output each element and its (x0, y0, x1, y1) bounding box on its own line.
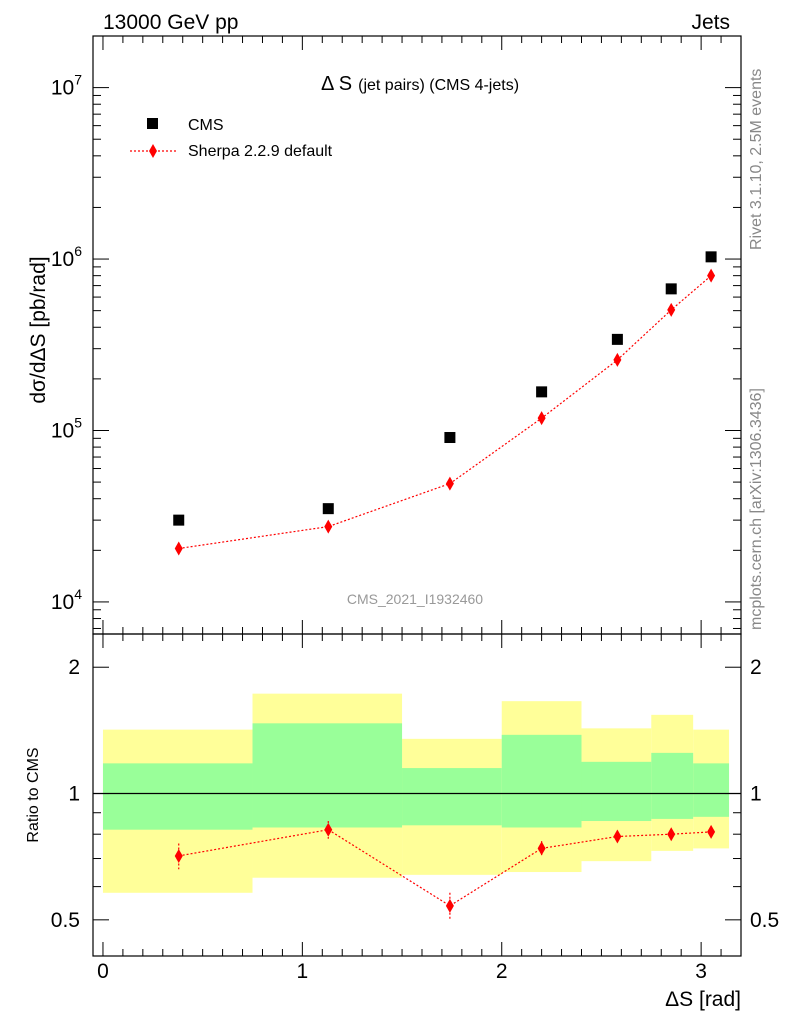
main-y-tick-label: 106 (51, 243, 82, 271)
sherpa-point (445, 476, 454, 491)
mcplots-label: mcplots.cern.ch [arXiv:1306.3436] (748, 388, 765, 630)
ratio-y-tick-label-right: 0.5 (750, 909, 779, 932)
tick-exponent: 4 (74, 586, 82, 602)
tick-mantissa: 10 (51, 591, 74, 614)
tick-exponent: 5 (74, 414, 82, 430)
main-plot-marks (173, 251, 717, 556)
ratio-sherpa-point (174, 848, 183, 863)
x-tick-label: 3 (695, 960, 707, 983)
analysis-watermark: CMS_2021_I1932460 (347, 591, 483, 607)
uncertainty-band-inner (581, 761, 652, 822)
ratio-sherpa-point (707, 824, 716, 839)
ratio-y-tick-label-left: 0.5 (51, 909, 80, 932)
ratio-y-tick-label-left: 2 (68, 656, 80, 679)
legend-cms-marker (147, 118, 158, 129)
cms-point (173, 514, 185, 526)
legend-cms-label: CMS (188, 117, 224, 134)
header-energy: 13000 GeV pp (103, 11, 238, 34)
ratio-y-tick-label-left: 1 (68, 783, 80, 806)
legend: CMS Sherpa 2.2.9 default (130, 117, 333, 160)
ratio-sherpa-point (324, 822, 333, 837)
cms-point (322, 503, 334, 515)
x-tick-label: 1 (297, 960, 309, 983)
plot-title: Δ S (jet pairs) (CMS 4-jets) (321, 73, 519, 95)
ratio-sherpa-point (613, 829, 622, 844)
tick-exponent: 6 (74, 243, 82, 259)
legend-sherpa-label: Sherpa 2.2.9 default (188, 143, 333, 160)
sherpa-point (174, 541, 183, 556)
ratio-frame (92, 633, 742, 957)
ratio-y-tick-label-right: 2 (750, 656, 762, 679)
uncertainty-band-inner (501, 734, 582, 828)
header-process: Jets (691, 11, 730, 34)
main-axis-ticks (93, 35, 741, 634)
uncertainty-band-inner (402, 768, 502, 826)
ratio-plot-marks (93, 693, 741, 920)
x-axis-label: ΔS [rad] (665, 988, 741, 1011)
sherpa-line (178, 275, 712, 550)
uncertainty-band-inner (252, 723, 403, 828)
uncertainty-band-inner (102, 763, 253, 830)
cms-point (705, 251, 717, 263)
uncertainty-band-inner (693, 763, 730, 817)
tick-mantissa: 10 (51, 77, 74, 100)
cms-point (611, 333, 623, 345)
tick-mantissa: 10 (51, 248, 74, 271)
sherpa-point (613, 352, 622, 367)
tick-mantissa: 10 (51, 419, 74, 442)
ratio-tick-labels: 0.5 0.5 1 1 2 2 0 1 2 3 (51, 656, 779, 983)
ratio-sherpa-point (537, 841, 546, 856)
tick-exponent: 7 (74, 72, 82, 88)
sherpa-point (537, 411, 546, 426)
ratio-sherpa-point (445, 898, 454, 913)
ratio-y-tick-label-right: 1 (750, 783, 762, 806)
sherpa-point (707, 268, 716, 283)
cms-point (665, 283, 677, 295)
ratio-y-axis-label: Ratio to CMS (25, 747, 42, 842)
rivet-label: Rivet 3.1.10, 2.5M events (748, 69, 765, 250)
uncertainty-band-inner (651, 752, 694, 819)
plot-title-paren: (jet pairs) (CMS 4-jets) (358, 77, 519, 94)
plot-title-main: Δ S (321, 73, 352, 95)
x-tick-label: 0 (97, 960, 109, 983)
main-y-tick-label: 104 (51, 586, 82, 614)
main-y-tick-label: 107 (51, 72, 82, 100)
cms-point (444, 432, 456, 444)
cms-point (536, 386, 548, 398)
legend-sherpa-marker (149, 144, 157, 158)
x-tick-label: 2 (496, 960, 508, 983)
main-y-tick-label: 105 (51, 414, 82, 442)
sherpa-point (324, 519, 333, 534)
ratio-axis-ticks (93, 634, 741, 956)
main-y-axis-label: dσ/dΔS [pb/rad] (27, 256, 50, 403)
ratio-sherpa-point (667, 827, 676, 842)
ratio-panel: 0.5 0.5 1 1 2 2 0 1 2 3 Ratio to CMS ΔS [rad] (25, 633, 779, 1011)
sherpa-point (667, 302, 676, 317)
